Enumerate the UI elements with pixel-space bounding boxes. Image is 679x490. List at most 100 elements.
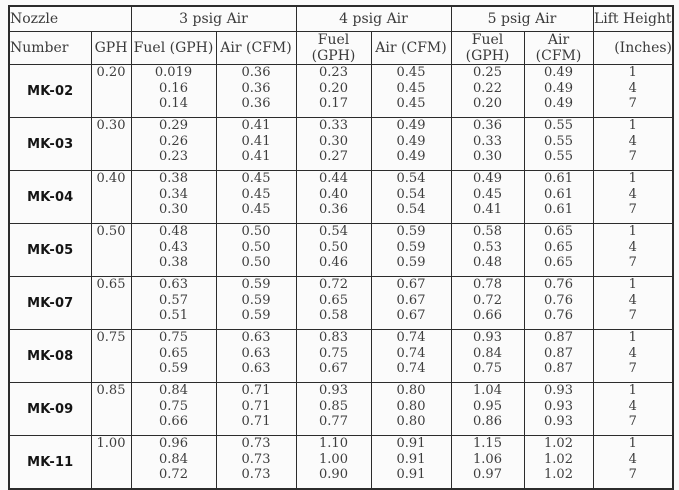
air-cfm-5psig-cell: 0.93 0.93 0.93: [523, 382, 594, 436]
value-line: 0.67: [396, 308, 426, 324]
value-line: 4: [628, 451, 637, 467]
value-line: 0.55: [544, 149, 573, 165]
gph-cell: 1.00: [90, 435, 132, 490]
nozzle-number-cell: MK-09: [8, 382, 92, 436]
value-line: 0.45: [396, 65, 426, 81]
air-cfm-4psig-cell: 0.49 0.49 0.49: [370, 117, 452, 171]
value-line: 4: [628, 292, 637, 308]
air-cfm-5psig-cell: 0.61 0.61 0.61: [523, 170, 594, 224]
value-line: 0.45: [396, 80, 426, 96]
value-line: 0.77: [319, 414, 348, 430]
value-line: 7: [628, 255, 637, 271]
header-4psig-air: 4 psig Air: [295, 5, 452, 32]
value-line: 0.25: [473, 65, 502, 81]
value-line: 0.49: [544, 65, 573, 81]
value-line: 0.93: [319, 383, 348, 399]
header-air-cfm-4psig: Air (CFM): [370, 31, 452, 65]
value-line: 0.84: [473, 345, 502, 361]
value-line: 7: [628, 361, 637, 377]
header-lift-height: Lift Height: [592, 5, 674, 32]
value-line: 1.02: [544, 451, 573, 467]
air-cfm-5psig-cell: 0.87 0.87 0.87: [523, 329, 594, 383]
value-line: 0.72: [159, 467, 188, 483]
value-line: 1: [628, 118, 637, 134]
table-body: MK-02 0.20 0.019 0.16 0.14 0.36 0.36 0.36 0.23 0.…: [8, 64, 674, 490]
value-line: 0.75: [473, 361, 502, 377]
value-line: 0.30: [159, 202, 188, 218]
value-line: 0.76: [544, 308, 573, 324]
value-line: 0.30: [473, 149, 502, 165]
value-line: 0.84: [159, 383, 188, 399]
value-line: 0.75: [159, 398, 188, 414]
header-inches: (Inches): [592, 31, 674, 65]
air-cfm-4psig-cell: 0.59 0.59 0.59: [370, 223, 452, 277]
air-cfm-5psig-cell: 1.02 1.02 1.02: [523, 435, 594, 490]
value-line: 0.65: [544, 224, 573, 240]
air-cfm-4psig-cell: 0.67 0.67 0.67: [370, 276, 452, 330]
air-cfm-5psig-cell: 0.65 0.65 0.65: [523, 223, 594, 277]
fuel-gph-3psig-cell: 0.63 0.57 0.51: [130, 276, 217, 330]
value-line: 0.65: [159, 345, 188, 361]
nozzle-air-spec-table: Nozzle 3 psig Air 4 psig Air 5 psig Air …: [8, 5, 675, 490]
header-5psig-air: 5 psig Air: [450, 5, 594, 32]
value-line: 0.50: [241, 255, 271, 271]
value-line: 0.87: [544, 345, 573, 361]
value-line: 1.04: [473, 383, 502, 399]
air-cfm-5psig-cell: 0.49 0.49 0.49: [523, 64, 594, 118]
value-line: 1: [628, 436, 637, 451]
value-line: 0.63: [159, 277, 188, 293]
value-line: 0.27: [319, 149, 348, 165]
value-line: 0.72: [319, 277, 348, 293]
fuel-gph-5psig-cell: 1.04 0.95 0.86: [450, 382, 525, 436]
air-cfm-3psig-cell: 0.36 0.36 0.36: [215, 64, 297, 118]
nozzle-row: MK-11 1.00 0.96 0.84 0.72 0.73 0.73 0.73 1.10 1.0…: [8, 435, 674, 490]
value-line: 0.17: [319, 96, 348, 112]
value-line: 0.75: [319, 345, 348, 361]
value-line: 0.78: [473, 277, 502, 293]
value-line: 4: [628, 133, 637, 149]
header-gph: GPH: [90, 31, 132, 65]
fuel-gph-4psig-cell: 0.44 0.40 0.36: [295, 170, 372, 224]
value-line: 0.65: [544, 255, 573, 271]
value-line: 0.48: [159, 224, 188, 240]
fuel-gph-4psig-cell: 0.23 0.20 0.17: [295, 64, 372, 118]
fuel-gph-5psig-cell: 0.78 0.72 0.66: [450, 276, 525, 330]
value-line: 0.73: [241, 436, 271, 451]
value-line: 0.54: [396, 202, 426, 218]
value-line: 0.91: [396, 451, 426, 467]
value-line: 0.45: [396, 96, 426, 112]
air-cfm-5psig-cell: 0.76 0.76 0.76: [523, 276, 594, 330]
value-line: 0.59: [396, 255, 426, 271]
air-cfm-5psig-cell: 0.55 0.55 0.55: [523, 117, 594, 171]
header-fuel-gph-4psig: Fuel (GPH): [295, 31, 372, 65]
value-line: 0.87: [544, 361, 573, 377]
nozzle-row: MK-09 0.85 0.84 0.75 0.66 0.71 0.71 0.71 0.93 0.8…: [8, 382, 674, 436]
fuel-gph-3psig-cell: 0.75 0.65 0.59: [130, 329, 217, 383]
air-cfm-4psig-cell: 0.45 0.45 0.45: [370, 64, 452, 118]
value-line: 0.85: [319, 398, 348, 414]
value-line: 0.93: [473, 330, 502, 346]
value-line: 0.41: [241, 118, 271, 134]
nozzle-number-cell: MK-04: [8, 170, 92, 224]
fuel-gph-5psig-cell: 0.58 0.53 0.48: [450, 223, 525, 277]
header-3psig-air: 3 psig Air: [130, 5, 297, 32]
value-line: 1.02: [544, 436, 573, 451]
value-line: 0.87: [544, 330, 573, 346]
value-line: 4: [628, 80, 637, 96]
nozzle-number-cell: MK-08: [8, 329, 92, 383]
value-line: 0.43: [159, 239, 188, 255]
value-line: 0.75: [159, 330, 188, 346]
gph-cell: 0.85: [90, 382, 132, 436]
value-line: 0.38: [159, 255, 188, 271]
value-line: 1: [628, 65, 637, 81]
value-line: 1: [628, 171, 637, 187]
gph-cell: 0.75: [90, 329, 132, 383]
value-line: 0.65: [544, 239, 573, 255]
value-line: 0.20: [319, 80, 348, 96]
value-line: 0.36: [241, 80, 271, 96]
value-line: 0.23: [159, 149, 188, 165]
nozzle-row: MK-03 0.30 0.29 0.26 0.23 0.41 0.41 0.41 0.33 0.3…: [8, 117, 674, 171]
